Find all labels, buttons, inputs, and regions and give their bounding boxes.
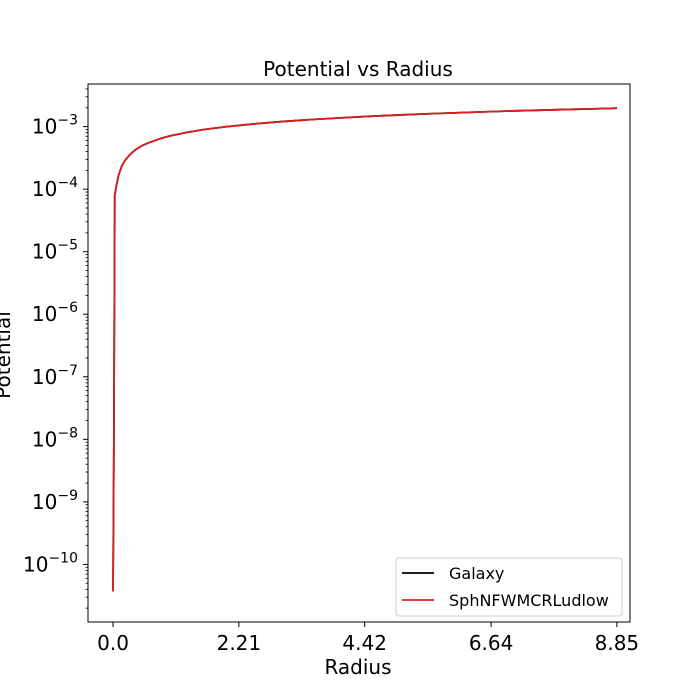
x-tick-label: 6.64: [469, 631, 514, 655]
y-tick-label: 10−5: [32, 238, 78, 264]
x-tick-label: 2.21: [217, 631, 262, 655]
y-tick-label: 10−7: [32, 363, 78, 389]
legend: Galaxy SphNFWMCRLudlow: [395, 557, 623, 617]
y-tick-label: 10−6: [32, 300, 78, 326]
y-tick-label: 10−3: [32, 113, 78, 139]
series-layer: [112, 107, 617, 592]
y-axis: 10−10 10−9 10−8 10−7 10−6 10−5 10−4 10−3: [23, 88, 88, 609]
y-tick-label: 10−9: [32, 488, 78, 514]
series-line-1: [112, 107, 617, 592]
legend-label: Galaxy: [449, 564, 504, 583]
x-axis-label: Radius: [324, 655, 391, 679]
x-tick-label: 0.0: [97, 631, 129, 655]
series-line-2: [112, 107, 617, 592]
y-axis-label: Potential: [0, 311, 15, 399]
y-tick-label: 10−4: [32, 175, 78, 201]
x-tick-label: 8.85: [595, 631, 640, 655]
chart-title: Potential vs Radius: [263, 57, 453, 81]
legend-box: [395, 557, 623, 617]
y-tick-label: 10−10: [23, 550, 78, 576]
legend-label: SphNFWMCRLudlow: [449, 591, 609, 610]
x-tick-label: 4.42: [342, 631, 387, 655]
y-tick-label: 10−8: [32, 425, 78, 451]
x-axis: 0.0 2.21 4.42 6.64 8.85: [97, 622, 639, 655]
plot-frame: [87, 83, 631, 623]
